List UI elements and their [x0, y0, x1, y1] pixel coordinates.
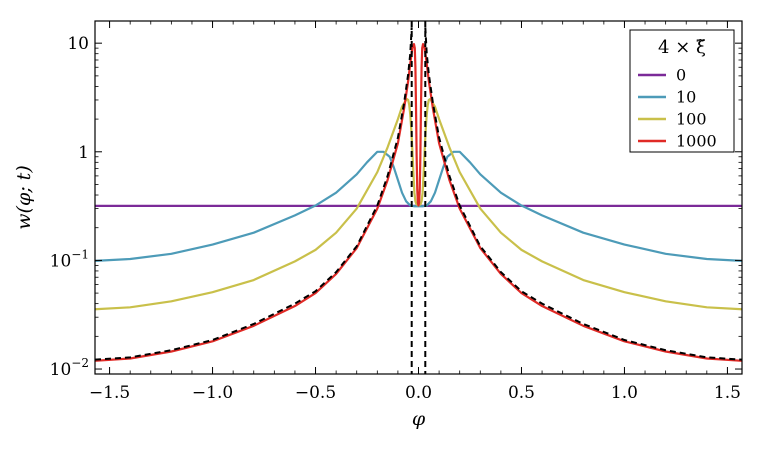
series-line-1000	[95, 43, 742, 362]
x-tick-label: 0.5	[508, 383, 535, 403]
plot-area	[95, 21, 742, 374]
legend-label-10: 10	[676, 88, 696, 107]
x-tick-label: 1.5	[714, 383, 741, 403]
x-tick-label: −0.5	[295, 383, 336, 403]
y-tick-label: 10	[67, 34, 89, 54]
y-tick-label: 1	[78, 143, 89, 163]
legend-label-100: 100	[676, 110, 707, 129]
x-tick-label: −1.0	[192, 383, 233, 403]
x-axis-label: φ	[412, 408, 426, 430]
reference-curve-1	[424, 27, 742, 361]
legend-label-1000: 1000	[676, 132, 717, 151]
x-tick-label: 1.0	[611, 383, 638, 403]
legend-box	[629, 29, 735, 153]
x-tick-label: 0.0	[405, 383, 432, 403]
legend: 4 × ξ̃ 0 10 100 1000	[629, 29, 735, 153]
legend-title: 4 × ξ̃	[658, 37, 706, 58]
reference-curve-0	[95, 27, 413, 361]
x-tick-label: −1.5	[89, 383, 130, 403]
y-axis-label: w(φ; t)	[13, 165, 35, 229]
axis-ticks: −1.5 −1.0 −0.5 0.0 0.5 1.0 1.5 10−2 10−1 1 10	[50, 21, 742, 403]
y-tick-label: 10−2	[50, 356, 89, 380]
y-tick-label: 10−1	[50, 247, 89, 271]
legend-label-0: 0	[676, 66, 686, 85]
